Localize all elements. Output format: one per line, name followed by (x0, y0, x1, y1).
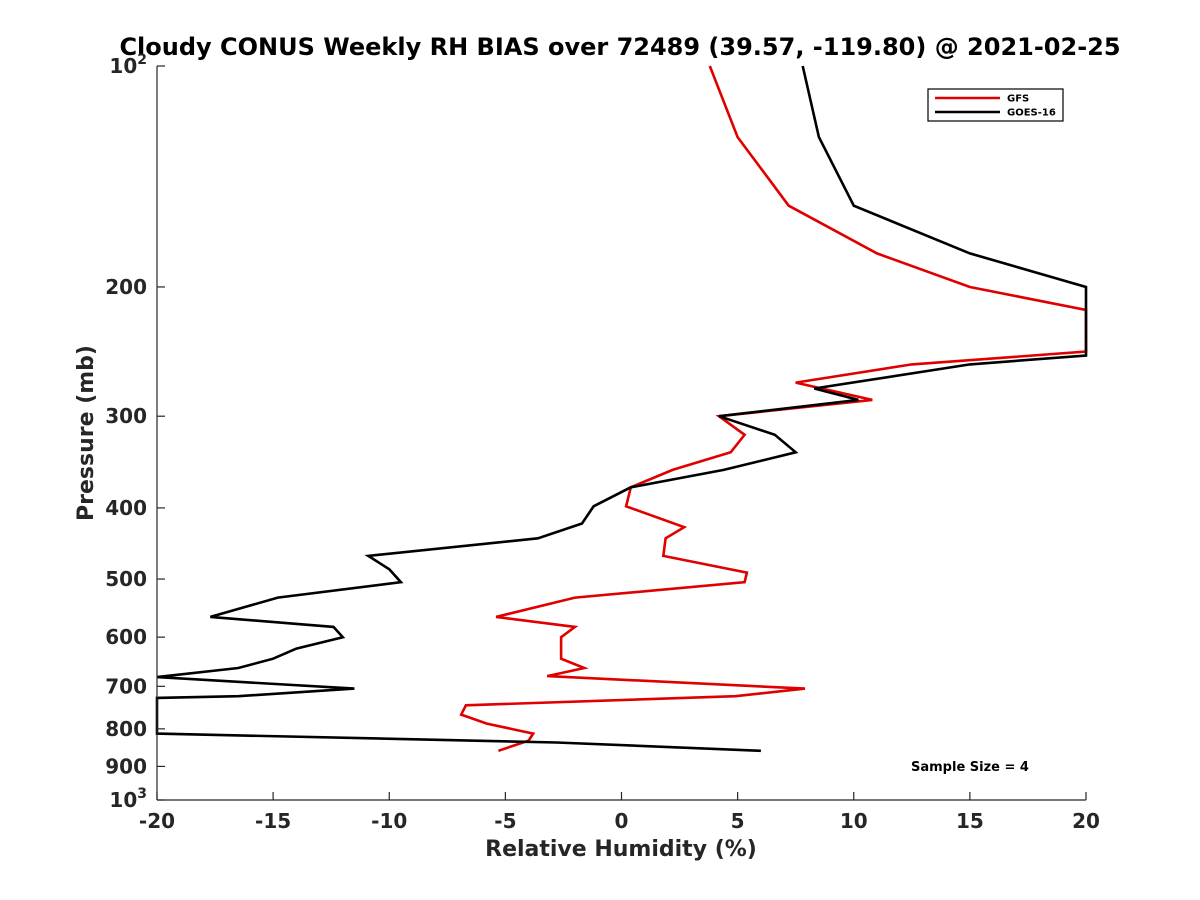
y-tick-label: 102 (109, 52, 147, 78)
legend-box (927, 88, 1064, 122)
y-tick-label: 500 (105, 567, 147, 591)
x-tick-label: -15 (255, 809, 291, 833)
x-tick-label: 20 (1072, 809, 1100, 833)
legend: GFS GOES-16 (927, 88, 1064, 122)
legend-label-goes-16: GOES-16 (1007, 108, 1056, 119)
y-tick-label: 300 (105, 404, 147, 428)
plot-area (157, 66, 1086, 800)
chart-title: Cloudy CONUS Weekly RH BIAS over 72489 (… (119, 33, 1120, 61)
y-axis-ticks: 102 200 300 400 500 600 700 800 900 103 (105, 52, 165, 812)
y-tick-label: 400 (105, 496, 147, 520)
y-tick-label: 200 (105, 275, 147, 299)
x-axis-ticks: -20 -15 -10 -5 0 5 10 15 20 (139, 792, 1100, 833)
y-tick-label: 900 (105, 754, 147, 778)
x-tick-label: -10 (371, 809, 407, 833)
x-tick-label: 0 (615, 809, 629, 833)
x-tick-label: -20 (139, 809, 175, 833)
x-tick-label: 15 (956, 809, 984, 833)
x-tick-label: -5 (494, 809, 516, 833)
x-tick-label: 10 (840, 809, 868, 833)
y-axis-title: Pressure (mb) (74, 345, 99, 521)
series-line-goes-16 (155, 65, 1088, 753)
series-layer (155, 65, 1088, 753)
y-tick-label: 800 (105, 717, 147, 741)
x-axis-title: Relative Humidity (%) (485, 837, 757, 862)
sample-size-annotation: Sample Size = 4 (911, 760, 1029, 775)
y-tick-label: 700 (105, 674, 147, 698)
y-tick-label: 600 (105, 625, 147, 649)
y-tick-label: 103 (109, 786, 147, 812)
legend-label-gfs: GFS (1007, 94, 1029, 105)
x-tick-label: 5 (731, 809, 745, 833)
